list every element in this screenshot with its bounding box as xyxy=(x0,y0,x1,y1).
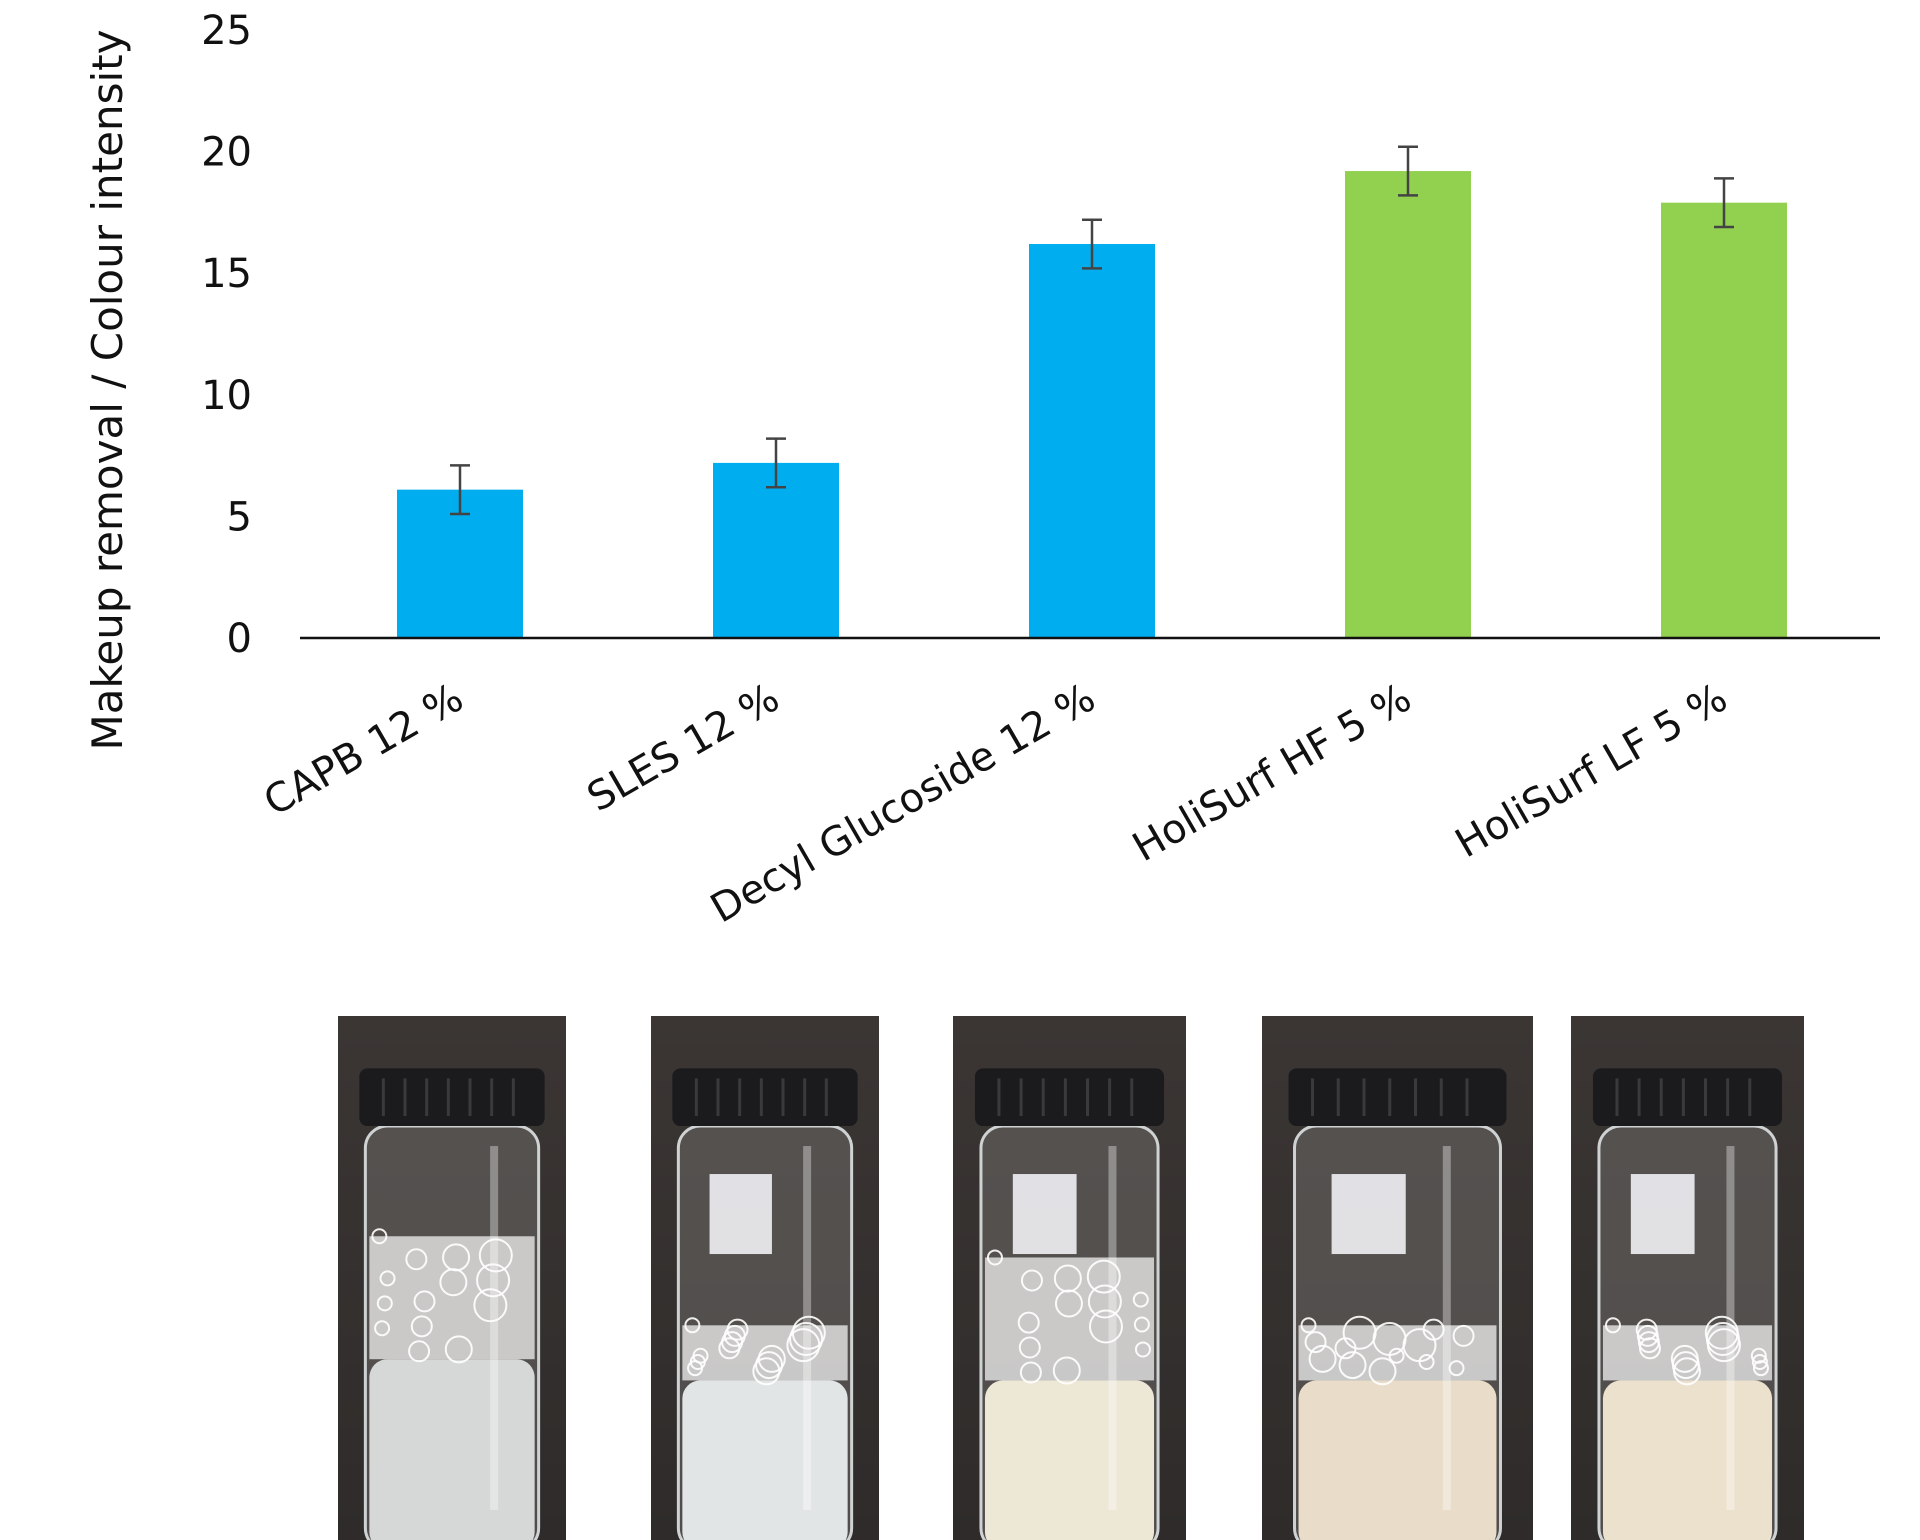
error-bar-4 xyxy=(1398,145,1418,197)
vial-photos-row xyxy=(0,1016,1920,1540)
vial-decyl-glucoside-icon xyxy=(953,1016,1186,1540)
bars xyxy=(397,171,1787,639)
error-bar-1 xyxy=(450,464,470,516)
bar-2 xyxy=(713,462,839,638)
error-bar-2 xyxy=(766,437,786,489)
vial-capb-icon xyxy=(338,1016,566,1540)
bar-5 xyxy=(1661,202,1787,638)
y-tick-label-20: 20 xyxy=(201,130,252,176)
y-axis-title: Makeup removal / Colour intensity xyxy=(83,30,132,751)
category-label-5: HoliSurf LF 5 % xyxy=(1448,675,1735,867)
category-label-1: CAPB 12 % xyxy=(256,675,471,825)
vial-holisurf-lf-icon xyxy=(1571,1016,1804,1540)
y-tick-label-5: 5 xyxy=(227,494,252,540)
category-label-2: SLES 12 % xyxy=(580,675,787,821)
category-label-4: HoliSurf HF 5 % xyxy=(1125,675,1419,871)
y-tick-label-10: 10 xyxy=(201,373,252,419)
vial-sles-icon xyxy=(651,1016,879,1540)
bar-4 xyxy=(1345,171,1471,638)
y-tick-label-0: 0 xyxy=(227,616,252,662)
y-axis-ticks: 0 5 10 15 20 25 xyxy=(201,8,252,662)
bar-3 xyxy=(1029,244,1155,639)
y-tick-label-25: 25 xyxy=(201,8,252,54)
vial-holisurf-hf-icon xyxy=(1262,1016,1533,1540)
category-labels: CAPB 12 % SLES 12 %Decyl Glucoside 12 % Ho… xyxy=(256,675,1735,932)
error-bar-3 xyxy=(1082,218,1102,270)
error-bars xyxy=(450,145,1734,516)
error-bar-5 xyxy=(1714,177,1734,229)
y-tick-label-15: 15 xyxy=(201,251,252,297)
